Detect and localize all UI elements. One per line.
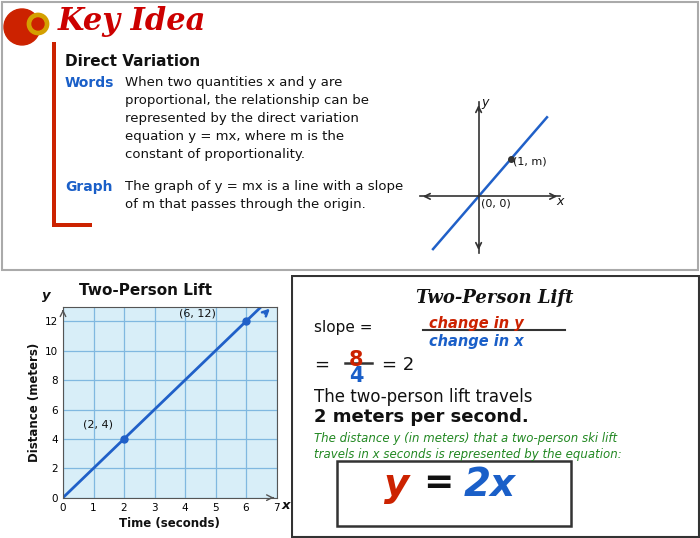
Circle shape	[28, 14, 48, 34]
Text: Two-Person Lift: Two-Person Lift	[78, 284, 211, 299]
Circle shape	[4, 9, 40, 45]
Text: The distance y (in meters) that a two-person ski lift: The distance y (in meters) that a two-pe…	[314, 432, 617, 445]
Text: Key Idea: Key Idea	[58, 6, 206, 38]
Text: Graph: Graph	[65, 180, 113, 194]
Text: (2, 4): (2, 4)	[83, 419, 113, 429]
Text: 8: 8	[349, 350, 363, 370]
Text: The graph of y = mx is a line with a slope: The graph of y = mx is a line with a slo…	[125, 180, 403, 193]
Text: represented by the direct variation: represented by the direct variation	[125, 112, 359, 125]
Text: Two-Person Lift: Two-Person Lift	[416, 289, 574, 308]
Y-axis label: Distance (meters): Distance (meters)	[28, 343, 41, 462]
Text: y: y	[42, 289, 50, 302]
Text: change in x: change in x	[428, 334, 523, 349]
Text: 2 meters per second.: 2 meters per second.	[314, 408, 528, 426]
Text: y: y	[384, 466, 409, 504]
Text: constant of proportionality.: constant of proportionality.	[125, 148, 305, 161]
Text: 4: 4	[349, 366, 363, 386]
Circle shape	[32, 18, 44, 30]
Text: (6, 12): (6, 12)	[179, 309, 216, 319]
Text: The two-person lift travels: The two-person lift travels	[314, 388, 533, 406]
Text: change in y: change in y	[428, 316, 524, 330]
Text: 2x: 2x	[463, 466, 516, 504]
Text: x: x	[281, 499, 290, 512]
Text: equation y = mx, where m is the: equation y = mx, where m is the	[125, 130, 344, 143]
Bar	[52, 42, 56, 226]
Text: proportional, the relationship can be: proportional, the relationship can be	[125, 94, 369, 107]
Text: slope =: slope =	[314, 320, 372, 335]
Bar	[52, 223, 92, 226]
Text: (1, m): (1, m)	[513, 157, 547, 166]
Text: =: =	[314, 356, 329, 373]
Bar	[337, 461, 571, 526]
Text: (0, 0): (0, 0)	[481, 199, 510, 209]
Text: travels in x seconds is represented by the equation:: travels in x seconds is represented by t…	[314, 448, 622, 461]
Text: of m that passes through the origin.: of m that passes through the origin.	[125, 198, 365, 211]
Text: =: =	[423, 466, 453, 500]
Text: Words: Words	[65, 76, 114, 90]
Text: When two quantities x and y are: When two quantities x and y are	[125, 76, 342, 89]
Text: = 2: = 2	[382, 356, 414, 373]
Text: Direct Variation: Direct Variation	[65, 54, 200, 69]
Text: x: x	[556, 195, 564, 208]
X-axis label: Time (seconds): Time (seconds)	[119, 516, 220, 530]
Text: y: y	[482, 96, 489, 109]
